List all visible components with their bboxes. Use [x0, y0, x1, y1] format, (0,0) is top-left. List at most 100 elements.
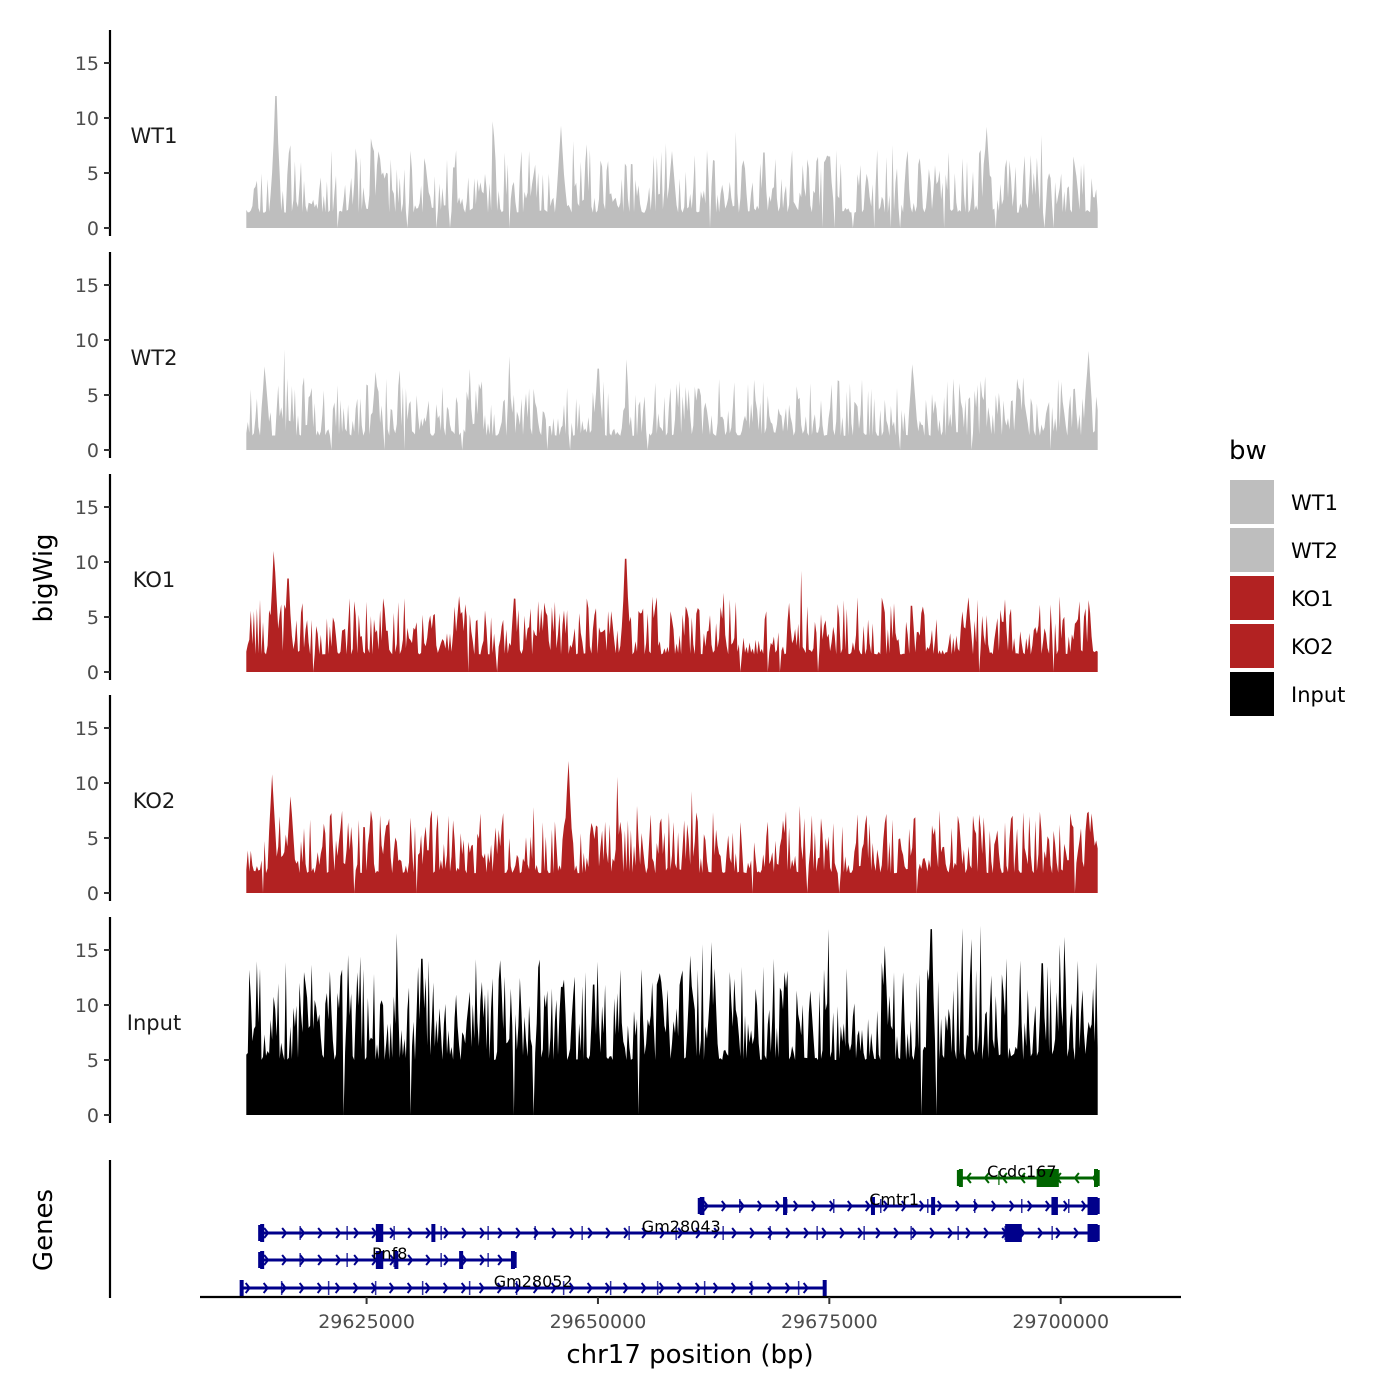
- track-label-wt2: WT2: [131, 346, 178, 370]
- strand-arrow: [460, 1282, 467, 1294]
- strand-arrow: [551, 1227, 558, 1239]
- exon: [431, 1224, 436, 1242]
- gene-cap: [239, 1280, 244, 1296]
- y-tick-label: 10: [75, 552, 99, 574]
- strand-arrow: [406, 1282, 413, 1294]
- strand-arrow: [658, 1282, 665, 1294]
- strand-arrow: [605, 1227, 612, 1239]
- strand-arrow: [479, 1254, 486, 1266]
- exon: [1005, 1224, 1022, 1242]
- exon: [931, 1197, 936, 1215]
- strand-arrow: [784, 1282, 791, 1294]
- strand-arrow: [821, 1227, 828, 1239]
- exon: [394, 1251, 399, 1269]
- strand-arrow: [263, 1227, 270, 1239]
- strand-arrow: [388, 1282, 395, 1294]
- y-tick-label: 0: [87, 662, 99, 684]
- strand-arrow: [738, 1200, 746, 1212]
- strand-arrow: [1001, 1172, 1008, 1184]
- exon: [699, 1197, 705, 1215]
- strand-arrow: [281, 1227, 288, 1239]
- strand-arrow: [280, 1282, 287, 1294]
- strand-arrow: [1073, 1172, 1080, 1184]
- strand-arrow: [244, 1282, 251, 1294]
- strand-arrow: [425, 1254, 432, 1266]
- y-tick-label: 10: [75, 108, 99, 130]
- strand-arrow: [550, 1282, 557, 1294]
- signal-area-wt1: [246, 96, 1098, 228]
- x-axis: 29625000 29650000 29675000 29700000: [200, 1295, 1181, 1333]
- track-label-ko1: KO1: [133, 568, 176, 592]
- strand-arrow: [882, 1200, 890, 1212]
- legend-key-wt2: [1230, 528, 1274, 572]
- y-tick-label: 5: [87, 163, 99, 185]
- strand-arrow: [785, 1227, 792, 1239]
- strand-arrow: [281, 1254, 288, 1266]
- strand-arrow: [990, 1200, 998, 1212]
- strand-arrow: [810, 1200, 818, 1212]
- y-tick-label: 0: [87, 1105, 99, 1127]
- legend-label-input: Input: [1291, 683, 1345, 707]
- strand-arrow: [335, 1254, 342, 1266]
- y-axis-title: bigWig: [29, 533, 59, 622]
- y-tick-label: 15: [75, 53, 99, 75]
- strand-arrow: [947, 1227, 954, 1239]
- gene-gm28043: Gm28043: [258, 1217, 1100, 1242]
- strand-arrow: [298, 1282, 305, 1294]
- y-tick-label: 10: [75, 330, 99, 352]
- strand-arrow: [299, 1227, 306, 1239]
- y-tick-label: 5: [87, 385, 99, 407]
- legend-title: bw: [1229, 436, 1267, 466]
- x-tick-label: 29650000: [550, 1311, 647, 1333]
- exon: [1094, 1169, 1099, 1187]
- strand-arrow: [443, 1227, 450, 1239]
- strand-arrow: [802, 1282, 809, 1294]
- strand-arrow: [803, 1227, 810, 1239]
- y-tick-label: 15: [75, 275, 99, 297]
- strand-arrow: [954, 1200, 962, 1212]
- strand-arrow: [731, 1227, 738, 1239]
- strand-arrow: [712, 1282, 719, 1294]
- signal-area-ko2: [246, 761, 1098, 893]
- legend-label-ko2: KO2: [1291, 635, 1334, 659]
- strand-arrow: [749, 1227, 756, 1239]
- strand-arrow: [936, 1200, 944, 1212]
- strand-arrow: [911, 1227, 918, 1239]
- strand-arrow: [694, 1282, 701, 1294]
- strand-arrow: [262, 1282, 269, 1294]
- exon: [510, 1251, 515, 1269]
- y-tick-label: 0: [87, 218, 99, 240]
- gene-track: Ccdc167 Cmtr1 Gm28043 Pnf8 Gm28052: [108, 1160, 1100, 1298]
- gene-ccdc167: Ccdc167: [956, 1162, 1100, 1187]
- track-ko2: 0 5 10 15 KO2: [75, 695, 1098, 905]
- strand-arrow: [1055, 1227, 1062, 1239]
- legend-key-input: [1230, 672, 1274, 716]
- exon: [1036, 1169, 1059, 1187]
- y-tick-label: 10: [75, 773, 99, 795]
- y-tick-label: 15: [75, 497, 99, 519]
- strand-arrow: [263, 1254, 270, 1266]
- gene-cap: [822, 1280, 827, 1296]
- exon: [260, 1224, 265, 1242]
- strand-arrow: [1073, 1227, 1080, 1239]
- x-tick-label: 29675000: [781, 1311, 878, 1333]
- exon: [783, 1197, 788, 1215]
- legend-label-wt1: WT1: [1291, 491, 1338, 515]
- strand-arrow: [1044, 1200, 1052, 1212]
- bigwig-tracks: 0 5 10 15 WT1 0 5 10 15 WT2 0 5 10 15 KO1 0 5 10 15 KO2 0 5 10…: [75, 30, 1098, 1127]
- signal-area-ko1: [246, 551, 1098, 672]
- exon: [1051, 1197, 1058, 1215]
- legend-label-wt2: WT2: [1291, 539, 1338, 563]
- legend-label-ko1: KO1: [1291, 587, 1334, 611]
- gene-pnf8: Pnf8: [258, 1244, 517, 1269]
- strand-arrow: [846, 1200, 854, 1212]
- strand-arrow: [353, 1227, 360, 1239]
- strand-arrow: [316, 1282, 323, 1294]
- strand-arrow: [983, 1227, 990, 1239]
- strand-arrow: [425, 1227, 432, 1239]
- strand-arrow: [702, 1200, 710, 1212]
- legend-key-wt1: [1230, 480, 1274, 524]
- strand-arrow: [875, 1227, 882, 1239]
- gene-label: Pnf8: [372, 1244, 407, 1263]
- strand-arrow: [586, 1282, 593, 1294]
